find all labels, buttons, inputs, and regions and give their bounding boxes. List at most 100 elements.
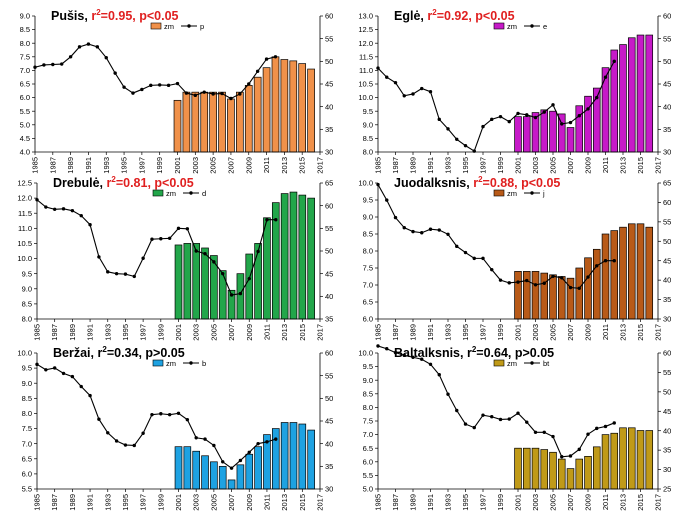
x-tick-label: 1997 bbox=[479, 494, 488, 511]
y-left-tick-label: 9.5 bbox=[363, 362, 373, 371]
x-tick-label: 1995 bbox=[461, 324, 470, 341]
y-left-tick-label: 7.0 bbox=[20, 66, 30, 75]
bar-2011 bbox=[601, 233, 610, 320]
line-point-2003 bbox=[193, 93, 198, 98]
species-name: Eglė bbox=[394, 9, 420, 23]
line-point-1989 bbox=[70, 208, 75, 213]
species-name: Juodalksnis bbox=[394, 176, 466, 190]
legend-bar-label: zm bbox=[166, 359, 176, 368]
y-left-tick-label: 10.0 bbox=[358, 93, 373, 102]
line-point-1991 bbox=[428, 227, 433, 231]
bar-2016 bbox=[645, 34, 654, 153]
line-point-1997 bbox=[141, 431, 145, 435]
line-point-2010 bbox=[256, 441, 260, 446]
stat-r: r bbox=[91, 9, 96, 23]
y-left-tick-label: 12.0 bbox=[17, 194, 32, 203]
line-point-1994 bbox=[114, 271, 119, 276]
bar-2010 bbox=[592, 446, 601, 490]
x-tick-label: 2017 bbox=[654, 157, 663, 174]
line-point-1987 bbox=[52, 207, 57, 211]
bar-2005 bbox=[549, 274, 557, 320]
x-tick-label: 2009 bbox=[584, 157, 593, 174]
y-right-tick-label: 60 bbox=[325, 12, 333, 21]
y-right-tick-label: 30 bbox=[663, 148, 671, 157]
y-right-tick-label: 30 bbox=[325, 485, 333, 494]
bar-2013 bbox=[280, 422, 289, 490]
line-point-2006 bbox=[560, 455, 564, 459]
line-point-1993 bbox=[104, 56, 108, 60]
bar-2008 bbox=[575, 458, 584, 490]
x-tick-label: 1989 bbox=[409, 157, 418, 174]
x-tick-label: 2013 bbox=[280, 157, 289, 174]
title-separator: , bbox=[100, 176, 107, 190]
line-point-2010 bbox=[595, 426, 599, 431]
line-point-1993 bbox=[106, 270, 110, 274]
stat-r-superscript: 2 bbox=[102, 345, 107, 354]
x-tick-label: 2001 bbox=[174, 324, 183, 341]
x-tick-label: 2011 bbox=[262, 157, 271, 173]
y-right-tick-label: 60 bbox=[325, 201, 333, 210]
y-left-tick-label: 6.5 bbox=[22, 454, 32, 463]
x-tick-label: 1987 bbox=[391, 494, 400, 511]
line-point-2009 bbox=[586, 275, 590, 279]
y-left-tick-label: 10.5 bbox=[17, 239, 32, 248]
line-point-2004 bbox=[542, 110, 546, 114]
legend-bar-label: zm bbox=[164, 22, 174, 31]
bar-2003 bbox=[192, 450, 200, 490]
line-point-2010 bbox=[256, 249, 260, 254]
bar-2014 bbox=[627, 37, 636, 153]
x-tick-label: 2011 bbox=[262, 494, 271, 510]
line-point-2001 bbox=[516, 111, 520, 116]
chart-panel-bottom-left: 5.5 6.0 6.5 7.0 7.5 8.0 8.5 9.0 9.5 10.0 30 35 40 45 5… bbox=[17, 345, 333, 511]
chart-title: Baltalksnis, r2=0.64, p>0.05 bbox=[394, 345, 554, 360]
x-tick-label: 1999 bbox=[156, 324, 165, 341]
y-left-tick-label: 9.5 bbox=[22, 269, 32, 278]
x-tick-label: 1987 bbox=[391, 157, 400, 174]
line-point-2007 bbox=[568, 120, 573, 125]
line-point-2008 bbox=[238, 291, 243, 296]
bar-2013 bbox=[619, 226, 627, 320]
line-point-2007 bbox=[229, 293, 234, 297]
x-tick-label: 2017 bbox=[654, 324, 663, 341]
bar-2004 bbox=[540, 272, 549, 320]
line-point-1996 bbox=[132, 443, 136, 448]
line-point-1998 bbox=[149, 83, 153, 88]
line-point-1986 bbox=[385, 198, 389, 202]
legend-line-label: bt bbox=[543, 359, 550, 368]
title-separator: , bbox=[466, 176, 473, 190]
y-left-tick-label: 8.0 bbox=[363, 247, 373, 256]
bar-2016 bbox=[645, 430, 654, 490]
line-point-2007 bbox=[229, 96, 233, 101]
x-tick-label: 1985 bbox=[33, 494, 42, 511]
line-point-1987 bbox=[52, 366, 57, 370]
y-right-tick-label: 45 bbox=[325, 269, 333, 278]
line-point-1988 bbox=[402, 353, 406, 358]
line-point-1993 bbox=[446, 232, 450, 236]
bar-2015 bbox=[298, 63, 307, 153]
bar-2013 bbox=[619, 44, 627, 153]
x-tick-label: 2007 bbox=[226, 157, 235, 174]
y-left-tick-label: 9.5 bbox=[22, 364, 32, 373]
x-tick-label: 2005 bbox=[549, 494, 558, 511]
x-tick-label: 2003 bbox=[531, 324, 540, 341]
y-right-tick-label: 35 bbox=[325, 462, 333, 471]
legend: zm d bbox=[152, 189, 206, 198]
y-left-tick-label: 8.5 bbox=[20, 25, 30, 34]
y-left-tick-label: 12.5 bbox=[17, 179, 32, 188]
x-tick-label: 2009 bbox=[245, 324, 254, 341]
line-point-2006 bbox=[221, 271, 225, 276]
x-tick-label: 1995 bbox=[120, 157, 129, 174]
x-tick-label: 2001 bbox=[173, 157, 182, 174]
y-left-tick-label: 10.0 bbox=[17, 254, 32, 263]
x-tick-label: 2015 bbox=[298, 157, 307, 174]
x-tick-label: 2015 bbox=[298, 494, 307, 511]
line-point-2002 bbox=[525, 420, 529, 424]
chart-panel-middle-right: 6.0 6.5 7.0 7.5 8.0 8.5 9.0 9.5 10.0 30 35 40 45 50 55… bbox=[358, 175, 671, 341]
x-tick-label: 1999 bbox=[496, 157, 505, 174]
line-point-2005 bbox=[211, 92, 215, 96]
x-tick-label: 1991 bbox=[86, 494, 95, 511]
chart-panel-top-right: 8.0 8.5 9.0 9.5 10.0 10.5 11.0 11.5 12.0 12.5 13.0… bbox=[358, 8, 671, 174]
y-right-tick-label: 60 bbox=[663, 12, 671, 21]
bar-2013 bbox=[280, 193, 289, 320]
